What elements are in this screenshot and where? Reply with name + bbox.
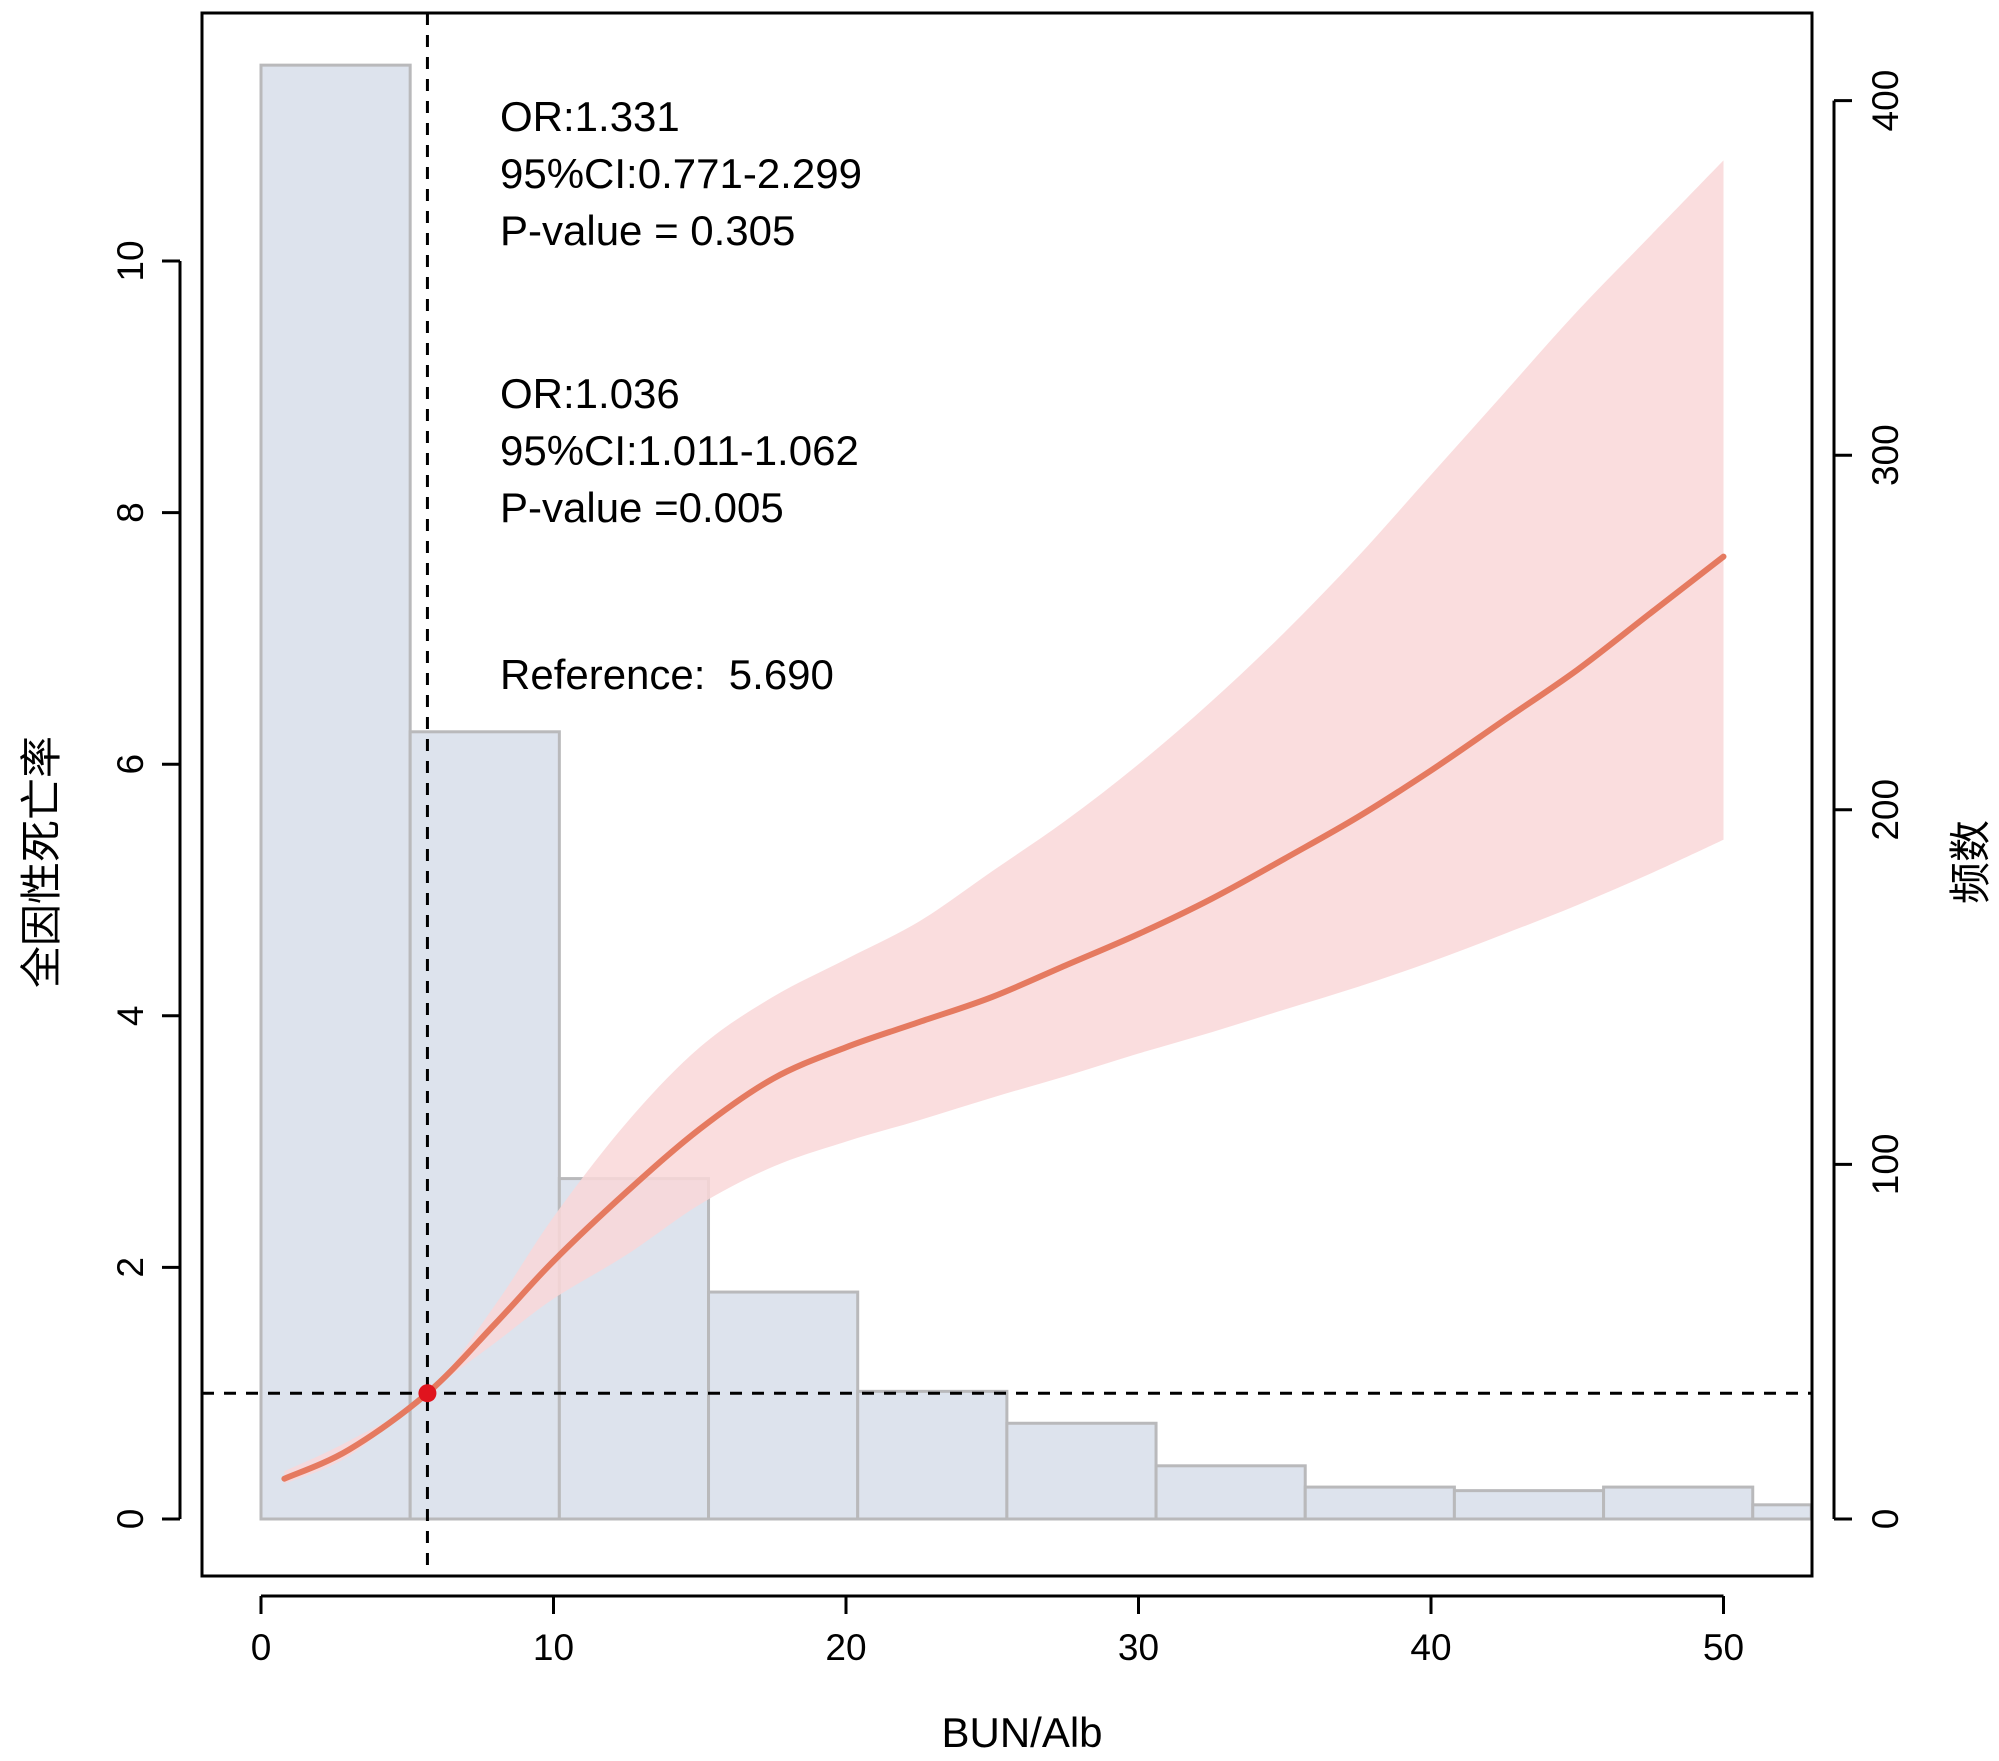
histogram-bar [1602, 1485, 1755, 1521]
x-tick-label: 10 [533, 1627, 574, 1668]
x-tick-label: 30 [1118, 1627, 1159, 1668]
y2-tick-label: 300 [1865, 424, 1906, 486]
histogram-bar [1452, 1489, 1606, 1521]
y2-tick-label: 400 [1865, 70, 1906, 132]
y2-tick-label: 100 [1865, 1134, 1906, 1196]
y-tick-label: 8 [110, 502, 151, 523]
x-tick-label: 0 [251, 1627, 272, 1668]
confidence-band [284, 160, 1724, 1484]
spline-curve [281, 553, 1727, 1482]
reference-point [418, 1384, 437, 1403]
y2-axis-title: 频数 [1947, 820, 1994, 904]
y2-tick-label: 0 [1865, 1509, 1906, 1530]
histogram-bar [1154, 1464, 1307, 1521]
histogram-bar [408, 730, 561, 1521]
histogram-bar [1751, 1503, 1813, 1521]
y-tick-label: 0 [110, 1509, 151, 1530]
histogram-bar [856, 1389, 1009, 1521]
y2-tick-label: 200 [1865, 779, 1906, 841]
plot-frame [200, 11, 1814, 1578]
histogram-bar [1005, 1421, 1158, 1521]
histogram-bar [707, 1290, 860, 1521]
x-tick-label: 50 [1703, 1627, 1744, 1668]
or-curve [281, 553, 1727, 1482]
annotation-reference: Reference: 5.690 [500, 651, 834, 698]
y-tick-label: 2 [110, 1257, 151, 1278]
x-axis-title: BUN/Alb [941, 1709, 1102, 1756]
y-axis-title: 全因性死亡率 [18, 736, 65, 988]
y-tick-label: 6 [110, 754, 151, 775]
x-tick-label: 20 [825, 1627, 866, 1668]
histogram-bar [1303, 1485, 1456, 1521]
annotation-p-1: P-value = 0.305 [500, 207, 795, 254]
reference-lines [202, 13, 1812, 1576]
annotation-or-2: OR:1.036 [500, 370, 680, 417]
annotation-ci-1: 95%CI:0.771-2.299 [500, 150, 862, 197]
annotation-p-2: P-value =0.005 [500, 484, 784, 531]
annotation-or-1: OR:1.331 [500, 93, 680, 140]
annotation-ci-2: 95%CI:1.011-1.062 [500, 427, 859, 474]
ci-band [284, 160, 1724, 1484]
y-tick-label: 4 [110, 1006, 151, 1027]
y-tick-label: 10 [110, 240, 151, 281]
histogram-bar [259, 63, 412, 1521]
x-tick-label: 40 [1410, 1627, 1451, 1668]
